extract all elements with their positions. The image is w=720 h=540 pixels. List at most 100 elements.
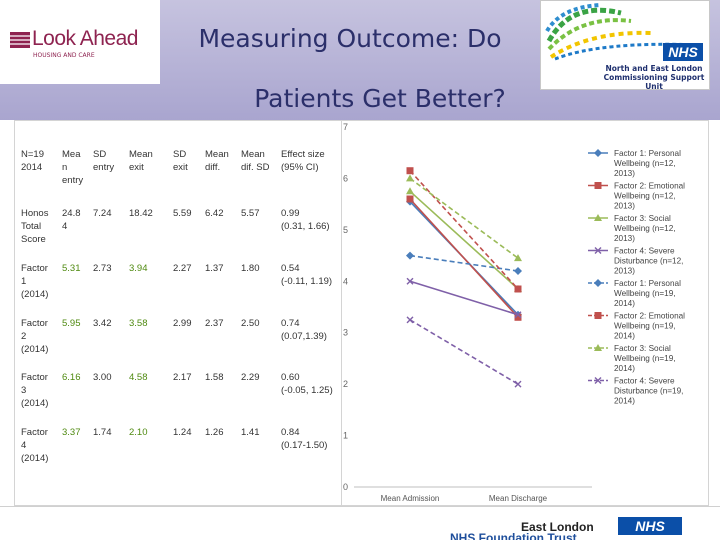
page-title-line2: Patients Get Better? (254, 84, 506, 113)
look-ahead-wordmark: Look Ahead (32, 27, 138, 50)
table-cell: 18.42 (129, 208, 153, 219)
table-cell: 1.41 (241, 427, 260, 438)
data-point (406, 195, 414, 203)
data-point (594, 214, 602, 221)
table-header-cell: SD exit (173, 149, 188, 173)
data-point (594, 182, 602, 189)
table-cell: 1.37 (205, 263, 224, 274)
data-point (594, 377, 602, 384)
y-tick-label: 2 (343, 379, 348, 389)
legend-label: Factor 1: Personal Wellbeing (n=19, 2014) (614, 279, 681, 308)
y-tick-label: 4 (343, 276, 348, 286)
data-point (406, 167, 414, 175)
table-cell: 2.37 (205, 318, 224, 329)
look-ahead-tagline: HOUSING AND CARE (33, 52, 95, 59)
data-point (514, 267, 522, 275)
series-line (409, 190, 519, 290)
series-line (409, 280, 519, 316)
data-point (514, 311, 522, 319)
y-tick-label: 3 (343, 328, 348, 338)
data-point (594, 247, 602, 254)
table-cell: 2.27 (173, 263, 192, 274)
y-tick-label: 0 (343, 482, 348, 492)
x-category-label: Mean Admission (381, 494, 440, 503)
data-point (514, 313, 522, 321)
series-line (409, 319, 519, 385)
data-point (514, 380, 522, 388)
legend-label: Factor 3: Social Wellbeing (n=19, 2014) (614, 344, 676, 373)
table-header-cell: Mean exit (129, 149, 153, 173)
y-tick-label: 5 (343, 225, 348, 235)
y-tick-label: 1 (343, 431, 348, 441)
legend-label: Factor 1: Personal Wellbeing (n=12, 2013) (614, 149, 681, 178)
y-tick-label: 7 (343, 122, 348, 132)
legend-label: Factor 4: Severe Disturbance (n=12, 2013) (614, 247, 683, 276)
table-cell: 5.59 (173, 208, 192, 219)
data-point (594, 149, 602, 157)
table-cell: 2.17 (173, 372, 192, 383)
data-point (514, 254, 522, 262)
data-point (406, 174, 414, 182)
table-cell: 5.57 (241, 208, 260, 219)
table-cell: 2.50 (241, 318, 260, 329)
data-point (406, 277, 414, 285)
outcome-line-chart: 0 1 2 3 4 5 6 7 Mean Admission Mean Discharge Fact… (341, 120, 709, 506)
table-row-label: Factor 4 (2014) (21, 427, 49, 464)
table-cell: 3.42 (93, 318, 112, 329)
y-tick-label: 6 (343, 173, 348, 183)
table-header-cell: Mean diff. (205, 149, 229, 173)
legend-label: Factor 4: Severe Disturbance (n=19, 2014) (614, 377, 683, 406)
look-ahead-logo: Look Ahead HOUSING AND CARE (0, 0, 160, 84)
data-point (594, 312, 602, 319)
table-cell: 4.58 (129, 372, 148, 383)
table-cell: 3.37 (62, 427, 81, 438)
table-cell: 0.99 (0.31, 1.66) (281, 208, 330, 232)
table-header-cell: Mean dif. SD (241, 149, 270, 173)
table-header-cell: N=19 2014 (21, 149, 44, 173)
east-london-wordmark: East London (521, 520, 594, 534)
table-cell: 0.60 (-0.05, 1.25) (281, 372, 333, 396)
nhs-csu-badge: NHS (663, 43, 703, 61)
table-cell: 1.58 (205, 372, 224, 383)
table-cell: 0.54 (-0.11, 1.19) (281, 263, 333, 287)
table-cell: 3.94 (129, 263, 148, 274)
data-point (514, 285, 522, 293)
foundation-trust-text: NHS Foundation Trust (450, 531, 577, 540)
data-point (594, 344, 602, 351)
table-cell: 6.42 (205, 208, 224, 219)
data-point (594, 279, 602, 287)
nhs-csu-swirl-icon (545, 3, 702, 61)
page-title-line1: Measuring Outcome: Do (198, 24, 502, 53)
table-cell: 1.80 (241, 263, 260, 274)
table-cell: 5.31 (62, 263, 81, 274)
table-cell: 24.8 4 (62, 208, 81, 232)
data-point (406, 251, 414, 260)
look-ahead-mark-icon (10, 32, 30, 48)
table-cell: 2.10 (129, 427, 148, 438)
table-cell: 2.29 (241, 372, 260, 383)
series-line (409, 170, 519, 290)
footer-divider (0, 506, 720, 507)
table-cell: 7.24 (93, 208, 112, 219)
table-header-cell: Mea n entry (62, 149, 84, 186)
table-cell: 0.84 (0.17-1.50) (281, 427, 328, 451)
nhs-csu-logo: NHS North and East London Commissioning … (540, 0, 710, 91)
table-cell: 6.16 (62, 372, 81, 383)
table-cell: 1.26 (205, 427, 224, 438)
table-cell: 5.95 (62, 318, 81, 329)
east-london-nhs-badge: NHS (618, 517, 682, 535)
data-point (406, 187, 414, 195)
table-cell: 3.00 (93, 372, 112, 383)
table-cell: 2.73 (93, 263, 112, 274)
series-line (409, 198, 519, 318)
table-header-cell: Effect size (95% CI) (281, 149, 325, 173)
table-cell: 2.99 (173, 318, 192, 329)
legend-label: Factor 2: Emotional Wellbeing (n=19, 2014) (614, 312, 685, 341)
chart-svg: 0 1 2 3 4 5 6 7 Mean Admission Mean Discharge Fact… (343, 122, 685, 503)
table-header-cell: SD entry (93, 149, 115, 173)
table-row-label: Factor 1 (2014) (21, 263, 49, 300)
data-point (406, 316, 414, 324)
series-line (409, 177, 519, 259)
legend-label: Factor 3: Social Wellbeing (n=12, 2013) (614, 214, 676, 243)
nhs-csu-unit-name: North and East London Commissioning Supp… (603, 64, 705, 91)
